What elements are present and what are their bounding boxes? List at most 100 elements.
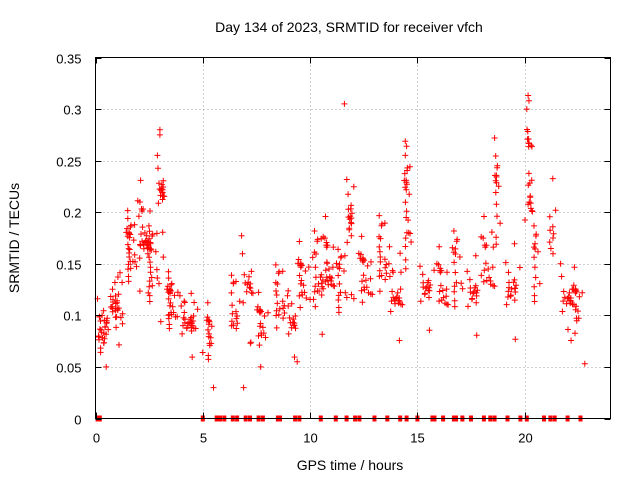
data-point (124, 207, 131, 214)
data-point (233, 315, 240, 322)
data-point (576, 293, 583, 300)
data-point (458, 280, 465, 287)
data-point (335, 309, 342, 316)
data-point (155, 200, 162, 207)
data-point (174, 313, 181, 320)
data-point (391, 297, 398, 304)
data-point (481, 213, 487, 220)
x-tick-label: 15 (410, 431, 424, 446)
data-point (331, 283, 338, 290)
data-point (436, 243, 443, 250)
data-point (229, 302, 236, 309)
data-point (492, 189, 499, 196)
data-point (382, 264, 389, 271)
data-point (125, 245, 132, 252)
data-point (442, 300, 448, 307)
data-point (286, 314, 293, 321)
data-point (450, 249, 457, 256)
data-point (96, 313, 103, 320)
data-point (407, 230, 414, 237)
data-point (298, 277, 305, 284)
data-point (581, 360, 588, 367)
data-point (557, 260, 564, 267)
data-point (288, 300, 295, 307)
data-point (242, 280, 249, 286)
data-point (383, 261, 390, 268)
y-tick-label: 0.1 (63, 309, 81, 324)
data-point (549, 175, 556, 182)
data-point (382, 276, 389, 283)
data-point (389, 288, 396, 295)
data-point (292, 325, 299, 332)
data-point (290, 316, 297, 323)
data-point (527, 205, 534, 212)
data-point (114, 274, 121, 280)
data-point (117, 314, 124, 321)
data-point (451, 297, 458, 304)
gridlines (95, 57, 611, 419)
data-point (296, 272, 303, 279)
data-point (126, 246, 133, 253)
data-point (297, 280, 304, 287)
data-point (102, 324, 109, 331)
data-point (230, 322, 237, 329)
data-point (295, 256, 302, 263)
data-point (360, 272, 367, 279)
data-point (285, 287, 292, 294)
data-point (119, 279, 126, 286)
data-point (100, 340, 107, 346)
data-point (566, 289, 573, 296)
data-point (265, 309, 271, 316)
data-point (357, 255, 364, 262)
data-point (524, 136, 531, 143)
data-point (403, 179, 410, 186)
data-point (533, 231, 540, 238)
data-point (471, 288, 477, 295)
data-point (116, 341, 122, 348)
data-point (114, 297, 120, 304)
data-point (103, 320, 110, 327)
data-point (558, 273, 565, 280)
data-point (360, 256, 367, 263)
data-point (276, 268, 283, 275)
data-point (206, 340, 213, 347)
data-point (350, 295, 357, 302)
data-point (464, 268, 471, 275)
data-point (369, 291, 376, 298)
data-point (257, 320, 264, 327)
data-point (234, 313, 241, 319)
data-point (149, 231, 156, 238)
data-point (335, 246, 342, 253)
data-point (146, 283, 153, 290)
data-point (376, 243, 383, 250)
data-point (445, 301, 452, 308)
data-point (124, 241, 131, 248)
data-point (536, 280, 543, 287)
data-point (146, 298, 153, 305)
data-point (403, 229, 410, 236)
y-axis-label: SRMTID / TECUs (6, 183, 22, 293)
data-point (572, 306, 579, 313)
data-point (240, 384, 247, 391)
data-point (171, 292, 178, 299)
data-point (565, 326, 571, 333)
data-point (451, 288, 458, 295)
data-point (402, 235, 409, 242)
data-point (115, 305, 122, 312)
data-point (312, 283, 319, 290)
data-point (516, 264, 523, 271)
data-point (272, 279, 279, 286)
data-point (111, 279, 118, 286)
data-point (459, 285, 466, 292)
data-point (285, 330, 292, 337)
data-point (402, 138, 409, 145)
data-point (297, 261, 304, 268)
data-point (559, 308, 566, 315)
data-point (291, 354, 298, 361)
data-point (572, 287, 579, 294)
data-point (137, 242, 144, 249)
data-point (275, 311, 282, 318)
data-point (255, 289, 262, 296)
data-point (497, 220, 504, 227)
data-point (523, 106, 530, 113)
